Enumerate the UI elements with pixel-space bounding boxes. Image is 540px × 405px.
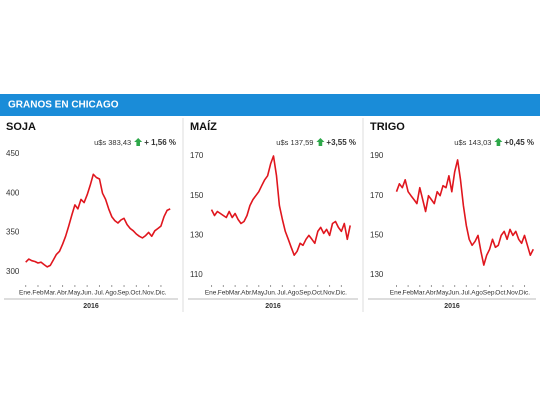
- x-tick-label: Ene.: [19, 290, 33, 297]
- price-line: [395, 159, 535, 266]
- x-tick-label: May.: [252, 290, 266, 297]
- change: + 1,56 %: [144, 138, 176, 147]
- price: u$s 143,03: [454, 138, 491, 147]
- banner-title: GRANOS EN CHICAGO: [8, 100, 119, 111]
- y-tick-label: 350: [6, 228, 20, 237]
- y-tick-label: 170: [190, 151, 204, 160]
- x-tick-label: Jun.: [449, 290, 461, 297]
- y-tick-label: 170: [370, 191, 384, 200]
- x-tick-label: Abr.: [241, 290, 253, 297]
- x-tick-label: Oct.: [312, 290, 324, 297]
- x-tick-label: Mar.: [229, 290, 242, 297]
- x-tick-label: Ago.: [287, 290, 301, 297]
- x-tick-label: Oct.: [495, 290, 507, 297]
- x-tick-label: Feb: [403, 290, 415, 297]
- x-tick-label: Dic.: [336, 290, 347, 297]
- x-tick-label: Feb: [32, 290, 44, 297]
- x-tick-label: Abr.: [426, 290, 438, 297]
- price-line: [25, 173, 171, 268]
- x-tick-label: Sep.: [117, 290, 131, 297]
- y-tick-label: 190: [370, 151, 384, 160]
- x-tick-label: Jul.: [461, 290, 471, 297]
- x-tick-label: Dic.: [155, 290, 166, 297]
- y-tick-label: 110: [190, 270, 203, 279]
- x-tick-label: May.: [68, 290, 82, 297]
- x-axis-label: 2016: [265, 303, 281, 310]
- x-tick-label: Nov.: [506, 290, 519, 297]
- x-tick-label: Jul.: [277, 290, 287, 297]
- banner: [0, 94, 540, 116]
- up-arrow: [494, 138, 503, 146]
- x-tick-label: Feb: [218, 290, 230, 297]
- y-tick-label: 130: [190, 230, 204, 239]
- price: u$s 137,59: [276, 138, 313, 147]
- y-tick-label: 300: [6, 267, 20, 276]
- x-axis-label: 2016: [83, 303, 99, 310]
- x-tick-label: Dic.: [519, 290, 530, 297]
- x-tick-label: Ene.: [390, 290, 404, 297]
- x-tick-label: Jul.: [94, 290, 104, 297]
- price-line: [210, 155, 351, 256]
- x-tick-label: May.: [436, 290, 450, 297]
- x-tick-label: Sep.: [299, 290, 313, 297]
- x-tick-label: Ago.: [105, 290, 119, 297]
- y-tick-label: 400: [6, 188, 20, 197]
- panel-title: SOJA: [6, 121, 36, 133]
- x-tick-label: Nov.: [142, 290, 155, 297]
- up-arrow: [134, 138, 143, 146]
- y-tick-label: 130: [370, 270, 384, 279]
- x-tick-label: Nov.: [323, 290, 336, 297]
- y-tick-label: 450: [6, 149, 20, 158]
- change: +3,55 %: [326, 138, 356, 147]
- price: u$s 383,43: [94, 138, 131, 147]
- change: +0,45 %: [504, 138, 534, 147]
- panel-title: TRIGO: [370, 121, 405, 133]
- x-tick-label: Ago.: [471, 290, 485, 297]
- x-tick-label: Jun.: [264, 290, 276, 297]
- x-tick-label: Mar.: [44, 290, 57, 297]
- x-axis-label: 2016: [444, 303, 460, 310]
- up-arrow: [316, 138, 325, 146]
- x-tick-label: Oct.: [130, 290, 142, 297]
- y-tick-label: 150: [190, 191, 204, 200]
- x-tick-label: Ene.: [205, 290, 219, 297]
- x-tick-label: Mar.: [413, 290, 426, 297]
- panel-title: MAÍZ: [190, 120, 217, 133]
- x-tick-label: Abr.: [57, 290, 69, 297]
- x-tick-label: Jun.: [81, 290, 93, 297]
- y-tick-label: 150: [370, 230, 384, 239]
- x-tick-label: Sep.: [483, 290, 497, 297]
